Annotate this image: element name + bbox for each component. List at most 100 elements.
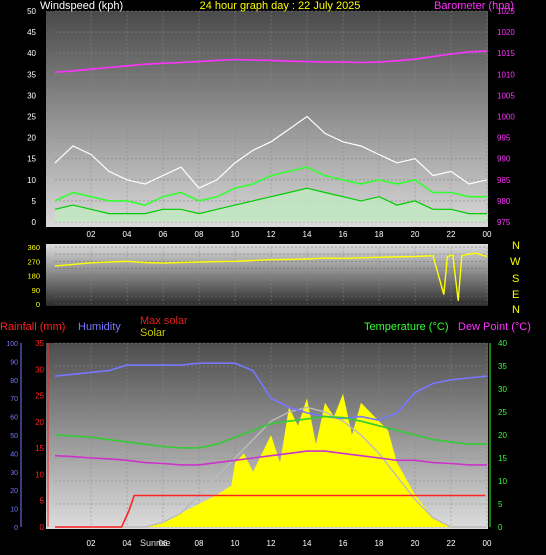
temperature-tick-label: 15 [498, 454, 507, 463]
top-x-tick-label: 04 [123, 230, 132, 239]
barometer-tick-label: 980 [497, 197, 511, 206]
wind-average-line [54, 187, 487, 215]
windspeed-tick-label: 50 [27, 7, 36, 16]
compass-s: S [512, 273, 519, 285]
humidity-tick-label: 0 [14, 525, 18, 532]
bottom-x-tick-label: 02 [87, 539, 96, 548]
barometer-line [54, 50, 488, 73]
humidity-tick-label: 30 [10, 470, 18, 477]
temperature-tick-label: 35 [498, 362, 507, 371]
barometer-tick-label: 1020 [497, 28, 515, 37]
solar-legend: Solar [140, 327, 166, 339]
compass-w: W [510, 256, 521, 268]
direction-tick-label: 270 [27, 257, 40, 266]
temperature-tick-label: 5 [498, 500, 503, 509]
windspeed-tick-label: 30 [27, 91, 36, 100]
bottom-x-tick-label: 16 [339, 539, 348, 548]
bottom-x-tick-label: 20 [411, 539, 420, 548]
barometer-tick-label: 1025 [497, 7, 515, 16]
bottom-x-tick-label: 00 [483, 539, 492, 548]
barometer-tick-label: 985 [497, 176, 511, 185]
wind-direction-line [54, 252, 488, 301]
temperature-tick-label: 10 [498, 477, 507, 486]
direction-tick-label: 360 [27, 243, 40, 252]
rainfall-tick-label: 20 [35, 418, 44, 427]
rainfall-tick-label: 10 [35, 470, 44, 479]
top-x-tick-label: 12 [267, 230, 276, 239]
temperature-legend: Temperature (°C) [364, 321, 448, 333]
barometer-tick-label: 1005 [497, 91, 515, 100]
rainfall-tick-label: 15 [35, 444, 44, 453]
direction-tick-label: 180 [27, 272, 40, 281]
barometer-tick-label: 975 [497, 218, 511, 227]
temperature-tick-label: 0 [498, 523, 503, 532]
compass-n-top: N [512, 240, 520, 252]
wind-panel [46, 11, 488, 227]
graph-date-title: 24 hour graph day : 22 July 2025 [200, 0, 361, 12]
humidity-tick-label: 60 [10, 415, 18, 422]
rainfall-line [55, 494, 486, 528]
windspeed-tick-label: 20 [27, 134, 36, 143]
humidity-tick-label: 100 [6, 341, 18, 348]
humidity-tick-label: 40 [10, 451, 18, 458]
top-x-tick-label: 20 [411, 230, 420, 239]
wind-average-10min-line [54, 166, 487, 206]
top-x-tick-label: 10 [231, 230, 240, 239]
bottom-x-tick-label: 06 [159, 539, 168, 548]
windspeed-tick-label: 5 [32, 197, 37, 206]
humidity-tick-label: 10 [10, 507, 18, 514]
barometer-tick-label: 990 [497, 155, 511, 164]
temperature-tick-label: 40 [498, 339, 507, 348]
top-x-tick-label: 08 [195, 230, 204, 239]
bottom-x-tick-label: 12 [267, 539, 276, 548]
dewpoint-line [54, 450, 487, 466]
solar-area [145, 393, 451, 527]
direction-tick-label: 90 [32, 286, 40, 295]
rainfall-legend: Rainfall (mm) [0, 321, 65, 333]
barometer-axis-title: Barometer (hpa) [434, 0, 514, 12]
top-x-tick-label: 16 [339, 230, 348, 239]
barometer-tick-label: 1000 [497, 113, 515, 122]
top-x-tick-label: 00 [483, 230, 492, 239]
compass-e: E [512, 289, 519, 301]
top-x-tick-label: 06 [159, 230, 168, 239]
rainfall-tick-label: 35 [35, 339, 44, 348]
windspeed-tick-label: 45 [27, 28, 36, 37]
humidity-line [54, 362, 488, 422]
humidity-legend: Humidity [78, 321, 121, 333]
rainfall-tick-label: 5 [40, 497, 45, 506]
bottom-x-tick-label: 10 [231, 539, 240, 548]
temperature-tick-label: 20 [498, 431, 507, 440]
wind-average-area [55, 188, 487, 222]
wind-gust-line [54, 115, 488, 189]
barometer-tick-label: 1010 [497, 70, 515, 79]
humidity-tick-label: 70 [10, 396, 18, 403]
barometer-tick-label: 1015 [497, 49, 515, 58]
direction-tick-label: 0 [36, 300, 40, 309]
bottom-x-tick-label: 18 [375, 539, 384, 548]
temperature-tick-label: 25 [498, 408, 507, 417]
windspeed-tick-label: 35 [27, 70, 36, 79]
humidity-tick-label: 80 [10, 378, 18, 385]
bottom-x-tick-label: 22 [447, 539, 456, 548]
windspeed-tick-label: 0 [32, 218, 37, 227]
humidity-tick-label: 90 [10, 359, 18, 366]
compass-n-bottom: N [512, 304, 520, 316]
windspeed-tick-label: 40 [27, 49, 36, 58]
bottom-x-tick-label: 04 [123, 539, 132, 548]
dewpoint-legend: Dew Point (°C) [458, 321, 531, 333]
top-x-tick-label: 22 [447, 230, 456, 239]
windspeed-tick-label: 15 [27, 155, 36, 164]
rainfall-tick-label: 25 [35, 392, 44, 401]
bottom-x-tick-label: 08 [195, 539, 204, 548]
rainfall-tick-label: 0 [40, 523, 45, 532]
bottom-x-tick-label: 14 [303, 539, 312, 548]
sunrise-label: Sunrise [140, 538, 171, 548]
temperature-tick-label: 30 [498, 385, 507, 394]
humidity-tick-label: 20 [10, 488, 18, 495]
windspeed-tick-label: 10 [27, 176, 36, 185]
top-x-tick-label: 14 [303, 230, 312, 239]
windspeed-tick-label: 25 [27, 113, 36, 122]
barometer-tick-label: 995 [497, 134, 511, 143]
